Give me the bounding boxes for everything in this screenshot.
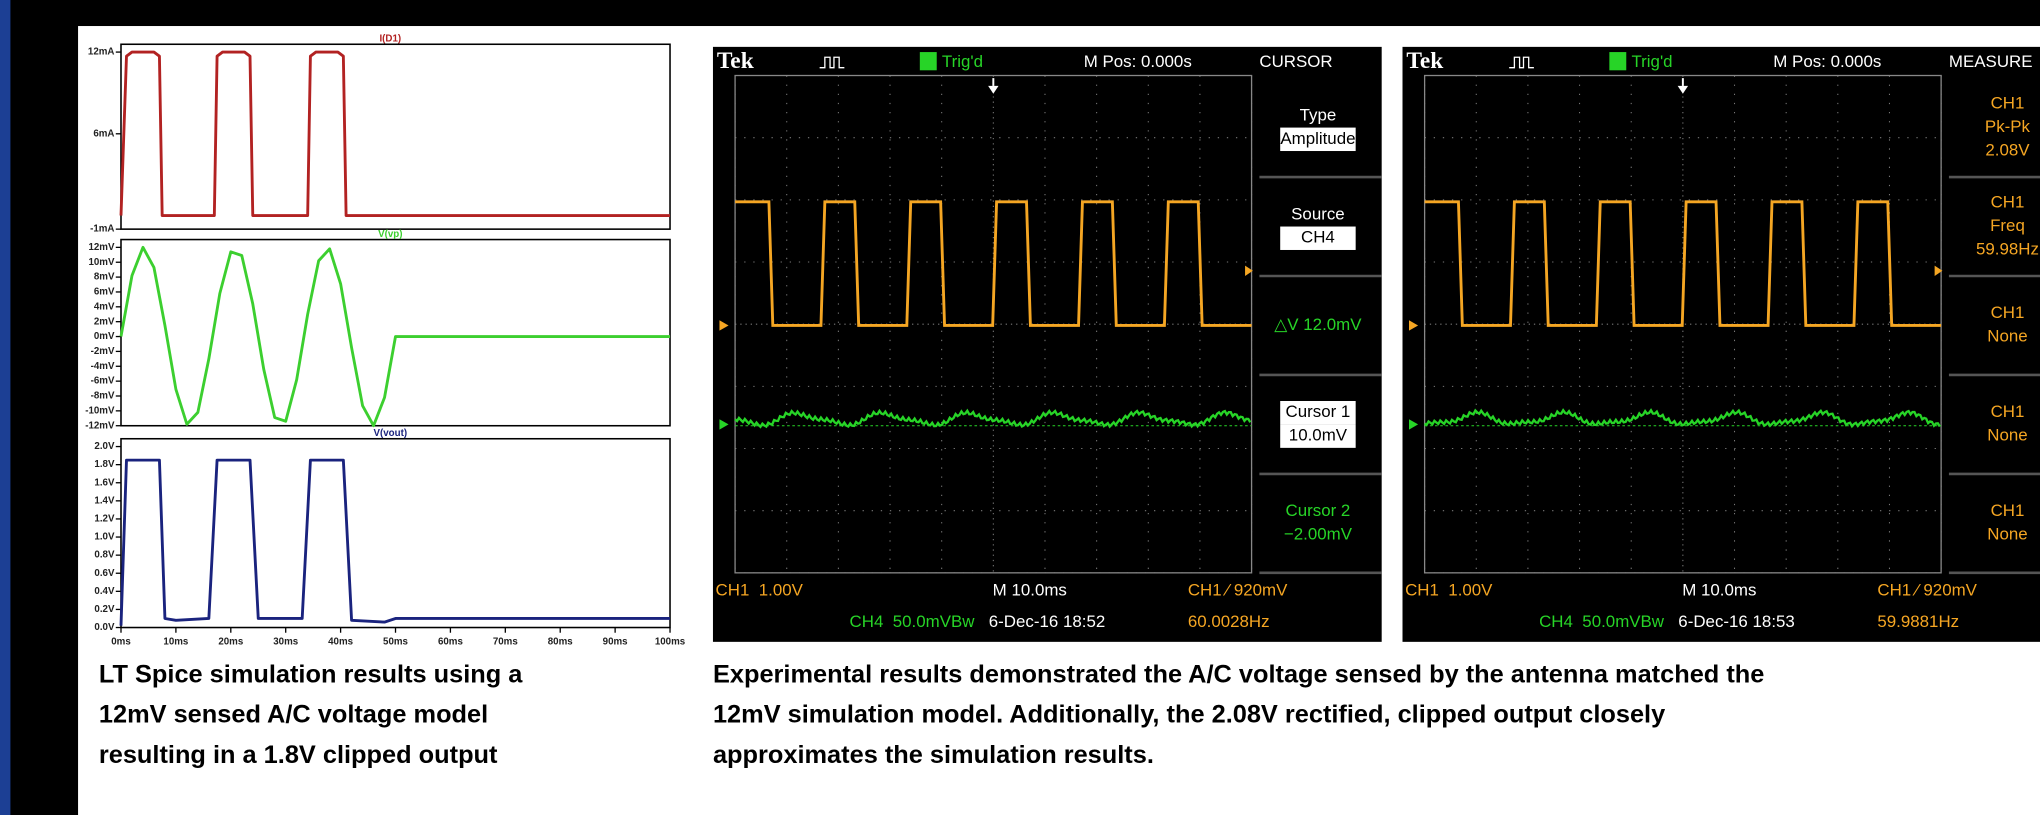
y-tick-label: -2mV bbox=[91, 346, 115, 357]
y-tick-label: 0.2V bbox=[94, 604, 115, 615]
legend-label: V(vp) bbox=[378, 229, 402, 240]
menu-item: Source bbox=[1291, 204, 1345, 223]
x-tick-label: 0ms bbox=[111, 636, 131, 647]
caption-line: 12mV sensed A/C voltage model bbox=[99, 701, 488, 729]
menu-item: CH1 bbox=[1991, 94, 2025, 113]
y-tick-label: 12mV bbox=[88, 242, 115, 253]
trigger-level: CH1 ⁄ 920mV bbox=[1188, 581, 1288, 600]
x-tick-label: 100ms bbox=[655, 636, 686, 647]
timebase: M 10.0ms bbox=[1682, 581, 1756, 600]
position: M Pos: 0.000s bbox=[1084, 52, 1192, 71]
scope-brand: Tek bbox=[717, 48, 754, 74]
y-tick-label: 0.8V bbox=[94, 550, 115, 561]
ch4-scale: CH4 50.0mVBw bbox=[1539, 612, 1665, 631]
y-tick-label: 2mV bbox=[94, 316, 115, 327]
menu-item: None bbox=[1987, 525, 2027, 544]
menu-item: CH4 bbox=[1301, 228, 1335, 247]
position: M Pos: 0.000s bbox=[1773, 52, 1881, 71]
x-tick-label: 60ms bbox=[438, 636, 464, 647]
y-tick-label: -6mV bbox=[91, 376, 115, 387]
menu-item: Type bbox=[1300, 105, 1337, 124]
y-tick-label: 0mV bbox=[94, 331, 115, 342]
datetime: 6-Dec-16 18:52 bbox=[989, 612, 1106, 631]
legend-label: I(D1) bbox=[379, 34, 401, 45]
y-tick-label: 2.0V bbox=[94, 441, 115, 452]
ch1-scale: CH1 1.00V bbox=[716, 581, 804, 600]
menu-item: CH1 bbox=[1991, 402, 2025, 421]
plot-frame bbox=[121, 439, 670, 628]
scope-brand: Tek bbox=[1406, 48, 1443, 74]
x-tick-label: 90ms bbox=[603, 636, 629, 647]
x-tick-label: 30ms bbox=[273, 636, 299, 647]
ch1-scale: CH1 1.00V bbox=[1405, 581, 1493, 600]
menu-item: △V 12.0mV bbox=[1274, 315, 1362, 334]
y-tick-label: 0.4V bbox=[94, 586, 115, 597]
y-tick-label: -12mV bbox=[85, 420, 115, 431]
side-strip bbox=[0, 0, 10, 815]
x-tick-label: 20ms bbox=[218, 636, 244, 647]
y-tick-label: 1.8V bbox=[94, 459, 115, 470]
menu-item: None bbox=[1987, 327, 2027, 346]
menu-item: Freq bbox=[1990, 216, 2025, 235]
figure: 12mA 6mA -1mA I(D1) 12mV 10mV 8mV 6mV 4mV 2mV 0mV -… bbox=[0, 0, 2040, 815]
caption-line: 12mV simulation model. Additionally, the… bbox=[713, 701, 1665, 729]
caption-line: resulting in a 1.8V clipped output bbox=[99, 741, 498, 769]
scope: Tek Trig'd M Pos: 0.000s MEASURE CH1 Pk-Pk 2.0… bbox=[1403, 47, 2040, 642]
plot-frame bbox=[121, 44, 670, 229]
y-tick-label: 0.0V bbox=[94, 622, 115, 633]
y-tick-label: 10mV bbox=[88, 257, 115, 268]
trigger-status: Trig'd bbox=[1631, 52, 1672, 71]
menu-item: 2.08V bbox=[1985, 140, 2030, 159]
menu-item: None bbox=[1987, 426, 2027, 445]
y-tick-label: 1.6V bbox=[94, 477, 115, 488]
trigger-icon bbox=[1609, 52, 1626, 70]
x-tick-label: 80ms bbox=[548, 636, 574, 647]
menu-item: Amplitude bbox=[1280, 129, 1355, 148]
x-tick-label: 10ms bbox=[163, 636, 189, 647]
x-tick-label: 40ms bbox=[328, 636, 354, 647]
menu-item: 10.0mV bbox=[1289, 426, 1348, 445]
y-tick-label: -4mV bbox=[91, 361, 115, 372]
trigger-status: Trig'd bbox=[942, 52, 983, 71]
timebase: M 10.0ms bbox=[993, 581, 1067, 600]
caption-line: LT Spice simulation results using a bbox=[99, 660, 523, 688]
scope: Tek Trig'd M Pos: 0.000s CURSOR Type Amplitud… bbox=[713, 47, 1382, 642]
y-tick-label: 6mV bbox=[94, 287, 115, 298]
y-tick-label: 1.4V bbox=[94, 495, 115, 506]
y-tick-label: 12mA bbox=[88, 47, 115, 58]
menu-item: −2.00mV bbox=[1284, 525, 1353, 544]
ch4-scale: CH4 50.0mVBw bbox=[850, 612, 976, 631]
menu-item: 59.98Hz bbox=[1976, 239, 2039, 258]
y-tick-label: -10mV bbox=[85, 405, 115, 416]
scope-screen bbox=[1403, 47, 2040, 642]
x-tick-label: 50ms bbox=[383, 636, 409, 647]
trigger-icon bbox=[920, 52, 937, 70]
x-tick-label: 70ms bbox=[493, 636, 519, 647]
y-tick-label: 0.6V bbox=[94, 568, 115, 579]
menu-item: CH1 bbox=[1991, 303, 2025, 322]
menu-title: CURSOR bbox=[1259, 52, 1332, 71]
y-tick-label: -8mV bbox=[91, 391, 115, 402]
menu-title: MEASURE bbox=[1949, 52, 2033, 71]
y-tick-label: 6mA bbox=[93, 128, 114, 139]
y-tick-label: 1.2V bbox=[94, 514, 115, 525]
menu-item: CH1 bbox=[1991, 501, 2025, 520]
menu-item: Cursor 2 bbox=[1286, 501, 1351, 520]
menu-item: CH1 bbox=[1991, 193, 2025, 212]
caption-line: Experimental results demonstrated the A/… bbox=[713, 660, 1764, 688]
y-tick-label: 4mV bbox=[94, 301, 115, 312]
y-tick-label: 8mV bbox=[94, 272, 115, 283]
frequency: 60.0028Hz bbox=[1188, 612, 1270, 631]
plot-frame bbox=[121, 240, 670, 426]
legend-label: V(vout) bbox=[374, 428, 408, 439]
datetime: 6-Dec-16 18:53 bbox=[1678, 612, 1795, 631]
menu-item: Pk-Pk bbox=[1985, 117, 2031, 136]
caption-line: approximates the simulation results. bbox=[713, 741, 1154, 769]
trigger-level: CH1 ⁄ 920mV bbox=[1877, 581, 1977, 600]
menu-item: Cursor 1 bbox=[1286, 402, 1351, 421]
y-tick-label: -1mA bbox=[90, 224, 114, 235]
y-tick-label: 1.0V bbox=[94, 532, 115, 543]
frequency: 59.9881Hz bbox=[1877, 612, 1959, 631]
